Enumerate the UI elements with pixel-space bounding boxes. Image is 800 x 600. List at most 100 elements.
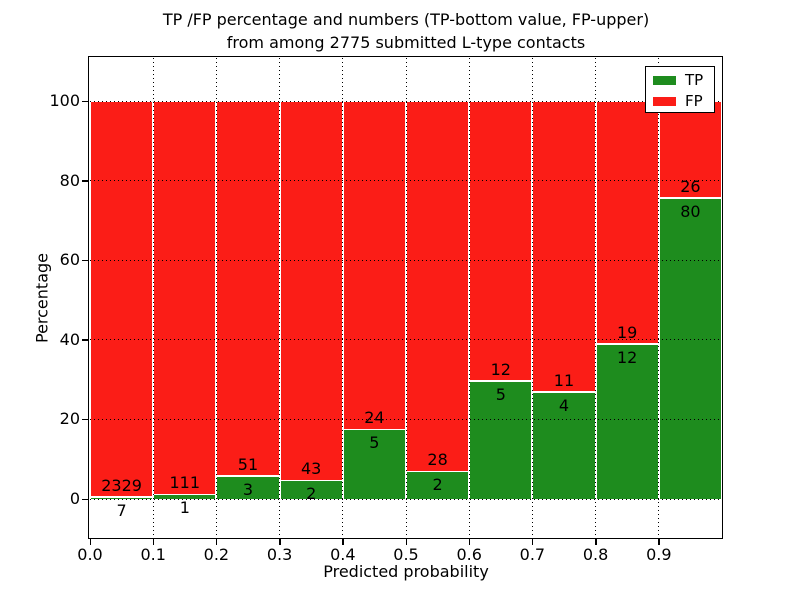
tp-bar-segment (217, 476, 279, 499)
bar-segment-separator (533, 391, 595, 393)
x-tick-label: 0.0 (77, 545, 103, 564)
legend: TP FP (645, 66, 715, 113)
x-tick-mark (342, 538, 344, 545)
x-tick-label: 0.1 (140, 545, 166, 564)
tp-bar-segment (533, 392, 595, 499)
tp-count-label: 3 (242, 479, 254, 499)
x-tick-mark (152, 538, 155, 545)
horizontal-gridline (90, 418, 722, 420)
tp-bar-segment (596, 344, 658, 499)
tp-legend-swatch (653, 76, 676, 85)
tp-legend-label: TP (685, 71, 704, 89)
fp-bar-segment (91, 101, 153, 497)
fp-count-label: 2329 (101, 475, 142, 495)
chart-title-line1: TP /FP percentage and numbers (TP-bottom… (162, 10, 650, 29)
plot-area: 2329 7 111 1 51 3 43 2 24 5 28 2 12 5 11 4 19 12 26 80 (90, 58, 722, 538)
tp-count-label: 12 (617, 347, 638, 367)
fp-bar-segment (217, 101, 279, 476)
horizontal-gridline (90, 498, 722, 500)
vertical-gridline (531, 58, 533, 538)
x-tick-label: 0.3 (266, 545, 293, 564)
vertical-gridline (405, 58, 407, 538)
horizontal-gridline (90, 100, 722, 102)
tp-count-label: 4 (558, 395, 570, 415)
legend-row-tp: TP (653, 71, 714, 90)
fp-bar-segment (470, 101, 532, 381)
tp-count-label: 2 (432, 475, 443, 495)
tp-bar-segment (343, 430, 405, 499)
horizontal-gridline (90, 339, 722, 341)
x-tick-mark (405, 538, 407, 545)
tp-bar-segment (154, 495, 216, 499)
fp-count-label: 28 (427, 450, 448, 470)
x-tick-label: 0.2 (203, 545, 230, 564)
x-tick-mark (89, 538, 91, 545)
chart-title: TP /FP percentage and numbers (TP-bottom… (90, 8, 722, 54)
y-tick-mark (82, 418, 89, 421)
bar-segment-separator (596, 343, 658, 345)
fp-count-label: 24 (364, 408, 385, 428)
fp-bar-segment (343, 101, 405, 430)
fp-legend-label: FP (685, 92, 703, 110)
fp-legend-swatch (653, 97, 676, 106)
tp-count-label: 7 (116, 500, 127, 520)
tp-bar-segment (470, 381, 532, 499)
tp-count-label: 2 (306, 484, 317, 504)
x-tick-mark (595, 538, 597, 545)
chart-title-line2: from among 2775 submitted L-type contact… (226, 33, 586, 52)
fp-count-label: 11 (553, 370, 575, 390)
fp-count-label: 51 (237, 454, 259, 474)
bar-segment-separator (154, 493, 216, 496)
x-tick-mark (531, 538, 534, 545)
x-tick-mark (468, 538, 471, 545)
y-tick-label: 80 (59, 170, 80, 190)
x-tick-mark (215, 538, 218, 545)
vertical-gridline (279, 58, 281, 538)
x-tick-label: 0.7 (519, 545, 546, 564)
bar-segment-separator (470, 380, 532, 382)
tp-count-label: 80 (680, 201, 701, 221)
bar-segment-separator (217, 475, 279, 477)
y-tick-label: 20 (59, 409, 80, 429)
tp-count-label: 5 (495, 384, 506, 404)
bar-segment-separator (280, 479, 342, 482)
x-axis-label: Predicted probability (323, 562, 489, 581)
tp-bar-segment (91, 497, 153, 499)
x-tick-mark (658, 538, 660, 545)
x-tick-mark (279, 538, 281, 545)
fp-count-label: 26 (680, 176, 701, 196)
x-tick-label: 0.8 (582, 545, 609, 564)
fp-bar-segment (596, 101, 658, 344)
fp-bar-segment (154, 101, 216, 495)
tp-count-label: 1 (179, 498, 190, 518)
bar-segment-separator (343, 428, 405, 431)
y-tick-mark (82, 180, 89, 182)
vertical-gridline (595, 58, 597, 538)
tp-bar-segment (407, 472, 469, 499)
tp-bar-segment (280, 481, 342, 499)
y-tick-label: 100 (49, 91, 80, 110)
vertical-gridline (215, 58, 217, 538)
y-tick-label: 40 (59, 329, 80, 349)
horizontal-gridline (90, 259, 722, 261)
fp-count-label: 43 (301, 459, 322, 479)
x-tick-label: 0.9 (646, 545, 672, 564)
y-tick-mark (82, 339, 89, 341)
y-tick-label: 0 (69, 489, 80, 508)
y-tick-label: 60 (59, 250, 80, 270)
vertical-gridline (468, 58, 470, 538)
fp-bar-segment (280, 101, 342, 481)
vertical-gridline (342, 58, 344, 538)
vertical-gridline (152, 58, 154, 538)
legend-row-fp: FP (653, 92, 714, 111)
tp-bar-segment (659, 198, 721, 499)
x-tick-label: 0.6 (456, 545, 482, 564)
bar-segment-separator (91, 496, 153, 498)
bar-segment-separator (659, 197, 721, 199)
y-tick-mark (82, 498, 89, 500)
fp-count-label: 12 (490, 359, 511, 379)
x-tick-label: 0.5 (393, 545, 419, 564)
fp-count-label: 19 (617, 322, 638, 342)
fp-bar-segment (407, 101, 469, 472)
